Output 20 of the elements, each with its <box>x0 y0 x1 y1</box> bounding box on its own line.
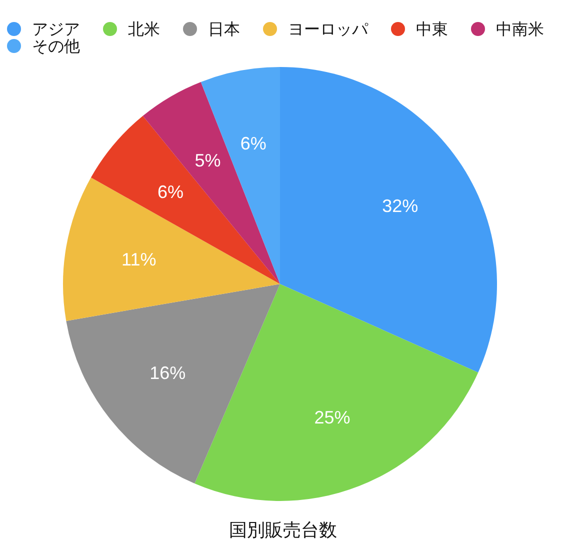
data-label: 5% <box>194 150 221 170</box>
data-label: 6% <box>240 133 266 154</box>
data-label: 16% <box>150 362 186 383</box>
legend-label: アジア <box>32 22 80 38</box>
pie-slice <box>194 284 478 501</box>
legend-label: ヨーロッパ <box>288 22 369 38</box>
pie-slice <box>66 284 280 484</box>
pie-slice <box>280 67 497 372</box>
data-label: 32% <box>382 196 418 216</box>
text: 国別販売台数 <box>229 520 337 540</box>
legend-label: その他 <box>32 38 80 56</box>
data-label: 6% <box>157 182 184 202</box>
data-label: 11% <box>122 250 156 270</box>
legend-label: 中南米 <box>496 20 544 38</box>
legend-label: 北米 <box>128 20 160 38</box>
pie-slice <box>90 116 280 284</box>
pie-slice <box>63 177 280 321</box>
legend-label: 中東 <box>416 20 448 38</box>
data-label: 25% <box>314 407 350 428</box>
legend-label: 日本 <box>208 20 240 38</box>
